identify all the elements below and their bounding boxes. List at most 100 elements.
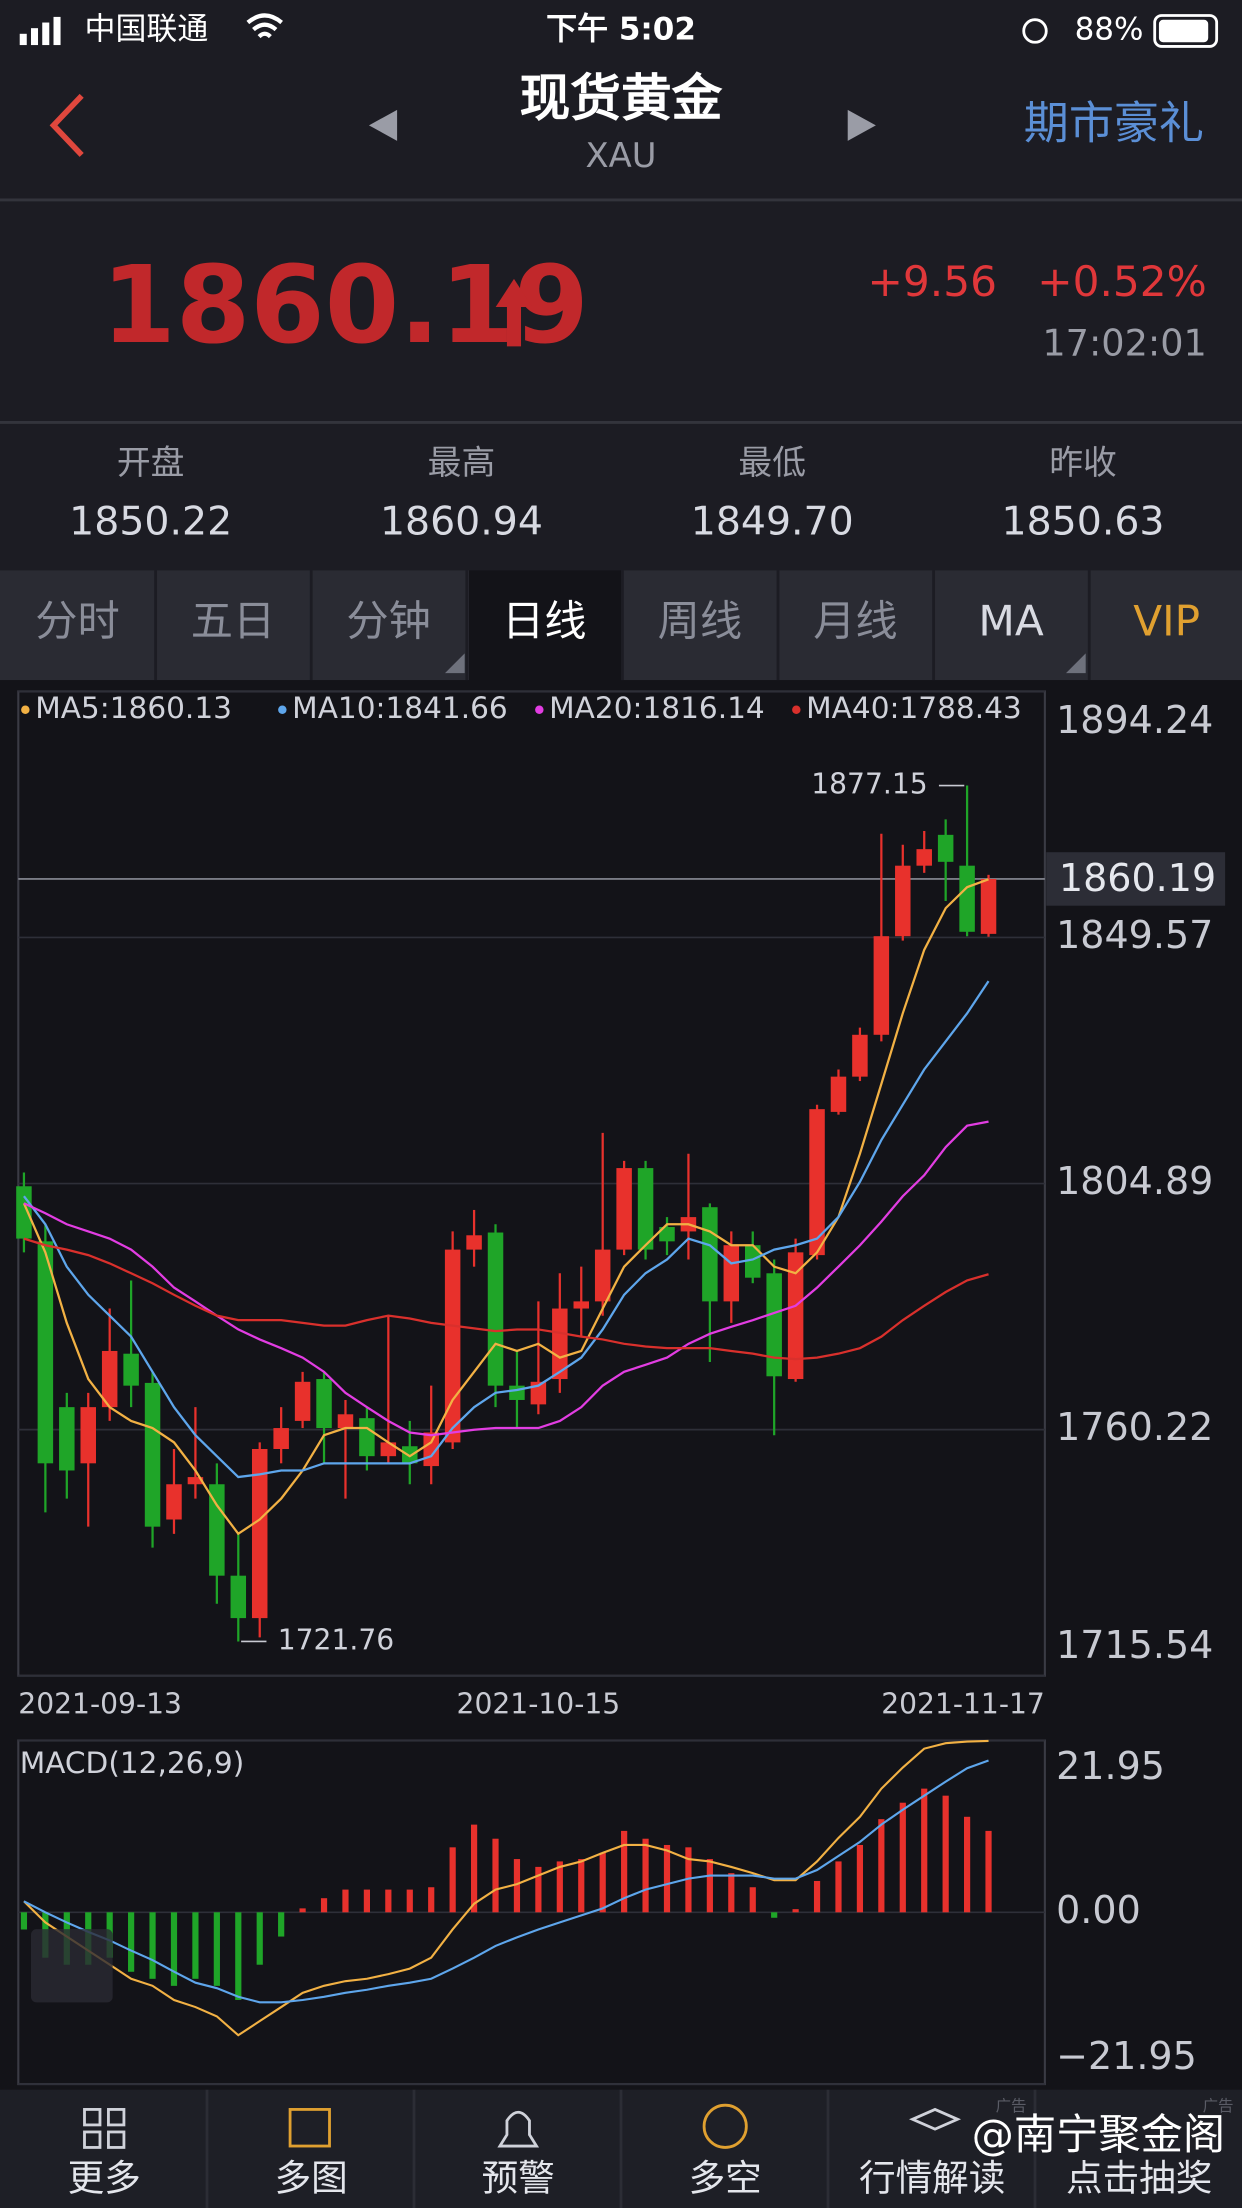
next-button[interactable] (847, 109, 876, 141)
tab[interactable]: 周线 (658, 596, 742, 645)
macd-bar (835, 1861, 842, 1913)
tab[interactable]: MA (978, 596, 1043, 645)
promo-link[interactable]: 期市豪礼 (1024, 97, 1204, 150)
tab[interactable]: 日线 (502, 596, 586, 645)
stat-value: 1850.63 (1002, 498, 1165, 544)
kline-chart: 1894.24 1849.57 1804.89 1760.22 1715.54 1860.… (16, 690, 1226, 1720)
macd-bar (685, 1847, 692, 1913)
candle-body (702, 1207, 718, 1302)
macd-bar (963, 1816, 971, 1913)
lock-icon (1022, 18, 1048, 44)
legend-dot (21, 705, 30, 714)
chart-background (0, 680, 1242, 2090)
ma-line (23, 980, 990, 1479)
stat-value: 1850.22 (69, 498, 232, 544)
y-tick-label: 21.95 (1056, 1744, 1165, 1788)
y-tick-label: 1760.22 (1056, 1405, 1213, 1449)
candle-body (359, 1418, 375, 1457)
nav-item[interactable]: 多空 (689, 2156, 762, 2199)
candle-body (895, 865, 911, 937)
x-tick-label: 2021-10-15 (457, 1687, 621, 1720)
y-tick-label: 1804.89 (1056, 1159, 1213, 1203)
macd-bar (856, 1844, 864, 1913)
candle-body (230, 1575, 247, 1619)
candle-body (101, 1350, 118, 1408)
macd-title: MACD(12,26,9) (20, 1746, 245, 1780)
candle-body (294, 1381, 311, 1421)
ad-label: 广告 (996, 2097, 1027, 2115)
candle-body (487, 1232, 504, 1386)
legend-dot (535, 705, 544, 714)
back-button[interactable] (49, 93, 84, 157)
stats: 开盘 1850.22 最高 1860.94 最低 1849.70 昨收 1850.63 (69, 443, 1164, 544)
watermark: @南宁聚金阁 (972, 2110, 1225, 2159)
stat-label: 最低 (738, 443, 806, 482)
macd-bar (363, 1889, 371, 1913)
candle-body (744, 1245, 761, 1278)
nav-item[interactable]: 点击抽奖 (1066, 2156, 1212, 2199)
macd-bar (256, 1912, 263, 1965)
y-tick-label: 1715.54 (1056, 1623, 1213, 1667)
signal-icon (19, 16, 61, 46)
candle-body (444, 1249, 461, 1443)
macd-bar (749, 1887, 756, 1913)
macd-bar (813, 1880, 821, 1913)
candle-body (852, 1034, 868, 1077)
candle-body (16, 1186, 32, 1239)
chart-tool-button[interactable] (30, 1929, 113, 2003)
legend-label: MA10:1841.66 (292, 691, 508, 725)
legend-dot (792, 705, 801, 714)
tab[interactable]: 分时 (35, 596, 119, 645)
macd-bar (470, 1824, 478, 1913)
macd-bar (513, 1859, 521, 1913)
macd-bar (170, 1912, 178, 1986)
macd-bar (921, 1788, 928, 1913)
nav-item[interactable]: 更多 (68, 2156, 141, 2199)
macd-bar (320, 1898, 328, 1913)
x-tick-label: 2021-09-13 (18, 1687, 182, 1720)
x-tick-label: 2021-11-17 (881, 1687, 1045, 1720)
candle-body (937, 834, 954, 862)
nav-item[interactable]: 预警 (482, 2156, 555, 2199)
macd-bar (128, 1912, 135, 1972)
y-tick-label: −21.95 (1056, 2034, 1197, 2078)
candle-body (787, 1252, 804, 1380)
candle-body (80, 1407, 96, 1464)
candle-body (594, 1249, 611, 1302)
up-arrow (495, 278, 533, 347)
battery-text: 88% (1075, 11, 1144, 47)
candle-body (980, 878, 997, 934)
candle-body (273, 1428, 289, 1449)
candle-body (466, 1235, 482, 1250)
macd-line (23, 1759, 989, 2004)
battery-level (1158, 19, 1209, 43)
ma-line (23, 1120, 989, 1437)
candle-body (659, 1227, 675, 1242)
macd-bar (599, 1852, 606, 1913)
candle-body (916, 849, 932, 866)
nav-item[interactable]: 多图 (275, 2156, 348, 2199)
tab[interactable]: VIP (1133, 596, 1200, 645)
prev-button[interactable] (368, 109, 398, 141)
macd-bar (942, 1795, 949, 1913)
macd-bar (728, 1873, 735, 1913)
quote-time: 17:02:01 (1042, 322, 1206, 365)
tab[interactable]: 分钟 (346, 596, 430, 645)
nav-item[interactable]: 行情解读 (859, 2156, 1005, 2199)
stat-value: 1849.70 (691, 498, 854, 544)
battery-icon (1153, 14, 1219, 48)
macd-bar (899, 1802, 906, 1913)
macd-chart: 21.95 0.00 −21.95 MACD(12,26,9) (18, 1739, 1197, 2085)
carrier: 中国联通 (84, 11, 208, 47)
macd-bar (342, 1889, 349, 1913)
ma-line (23, 1237, 989, 1361)
macd-bar (192, 1912, 199, 1979)
tab[interactable]: 月线 (813, 596, 897, 645)
macd-bar (213, 1912, 220, 1986)
max-label: 1877.15 (811, 768, 927, 801)
candle-body (637, 1168, 654, 1250)
tab[interactable]: 五日 (191, 596, 275, 645)
tabs: 分时 五日 分钟 日线 周线 月线 MA VIP (35, 570, 1200, 681)
candle-body (380, 1442, 397, 1457)
